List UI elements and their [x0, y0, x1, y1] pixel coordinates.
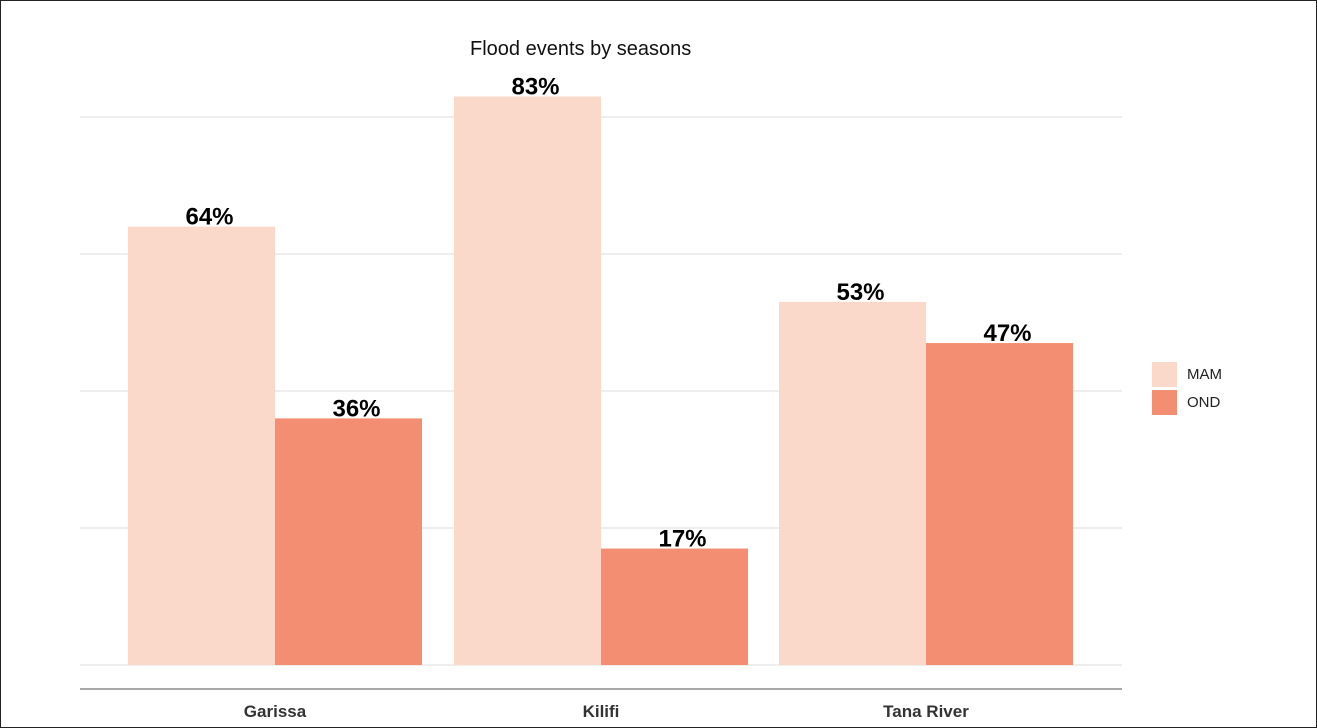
legend-label: OND [1187, 394, 1221, 411]
data-label: 17% [658, 526, 706, 553]
bar-mam-kilifi [454, 96, 601, 665]
data-label: 47% [983, 320, 1031, 347]
data-label: 36% [332, 395, 380, 422]
data-label: 64% [185, 204, 233, 231]
x-tick-label: Tana River [883, 702, 969, 721]
legend-swatch [1152, 362, 1177, 387]
chart-title: Flood events by seasons [470, 38, 692, 60]
data-label: 53% [836, 279, 884, 306]
legend-label: MAM [1187, 366, 1222, 383]
bar-mam-tana-river [779, 301, 926, 665]
x-tick-label: Garissa [244, 702, 307, 721]
legend-swatch [1152, 390, 1177, 415]
bar-mam-garissa [128, 226, 275, 665]
data-label: 83% [511, 73, 559, 100]
bar-ond-garissa [275, 418, 422, 665]
x-tick-label: Kilifi [583, 702, 620, 721]
bar-ond-tana-river [926, 343, 1073, 665]
bar-ond-kilifi [601, 548, 748, 665]
